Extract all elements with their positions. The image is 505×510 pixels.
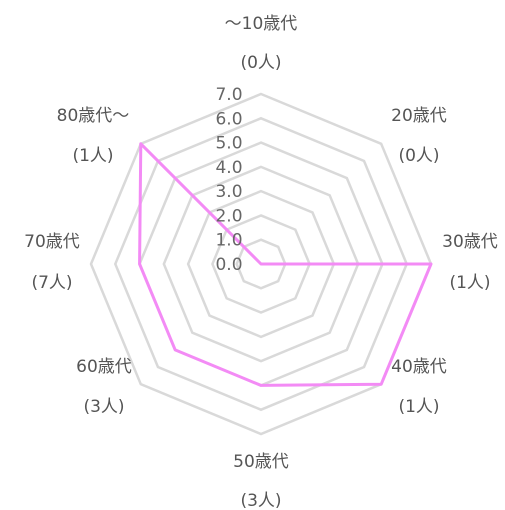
tick-layer: 0.0 1.0 2.0 3.0 4.0 5.0 6.0 7.0: [215, 85, 242, 275]
tick-label: 1.0: [215, 231, 242, 251]
category-label: ～10歳代: [225, 14, 298, 34]
tick-label: 7.0: [215, 85, 242, 105]
category-count-label: (3人): [240, 491, 281, 510]
grid-ring: [235, 238, 287, 290]
category-label: 20歳代: [391, 106, 447, 126]
category-count-label: (1人): [398, 397, 439, 417]
category-count-label: (0人): [398, 146, 439, 166]
grid-ring: [89, 92, 433, 436]
category-label: 60歳代: [76, 357, 132, 377]
category-count-label: (1人): [449, 273, 490, 293]
category-count-label: (3人): [83, 397, 124, 417]
series-layer: [138, 142, 433, 387]
tick-label: 0.0: [215, 255, 242, 275]
series-line: [138, 142, 433, 387]
category-label-layer: ～10歳代 (0人) 20歳代 (0人) 30歳代 (1人) 40歳代 (1人) 50歳代 (3人…: [24, 14, 498, 510]
tick-label: 6.0: [215, 109, 242, 129]
category-count-label: (7人): [31, 273, 72, 293]
grid-ring: [211, 214, 311, 314]
category-label: 80歳代～: [57, 106, 130, 126]
category-count-label: (1人): [72, 146, 113, 166]
category-label: 70歳代: [24, 232, 80, 252]
category-label: 30歳代: [442, 232, 498, 252]
grid-ring: [162, 165, 360, 363]
grid-ring: [113, 116, 409, 412]
tick-label: 4.0: [215, 158, 242, 178]
category-label: 40歳代: [391, 357, 447, 377]
tick-label: 3.0: [215, 182, 242, 202]
grid-ring: [186, 189, 336, 339]
tick-label: 5.0: [215, 134, 242, 154]
category-label: 50歳代: [233, 452, 289, 472]
category-count-label: (0人): [240, 53, 281, 73]
tick-label: 2.0: [215, 206, 242, 226]
